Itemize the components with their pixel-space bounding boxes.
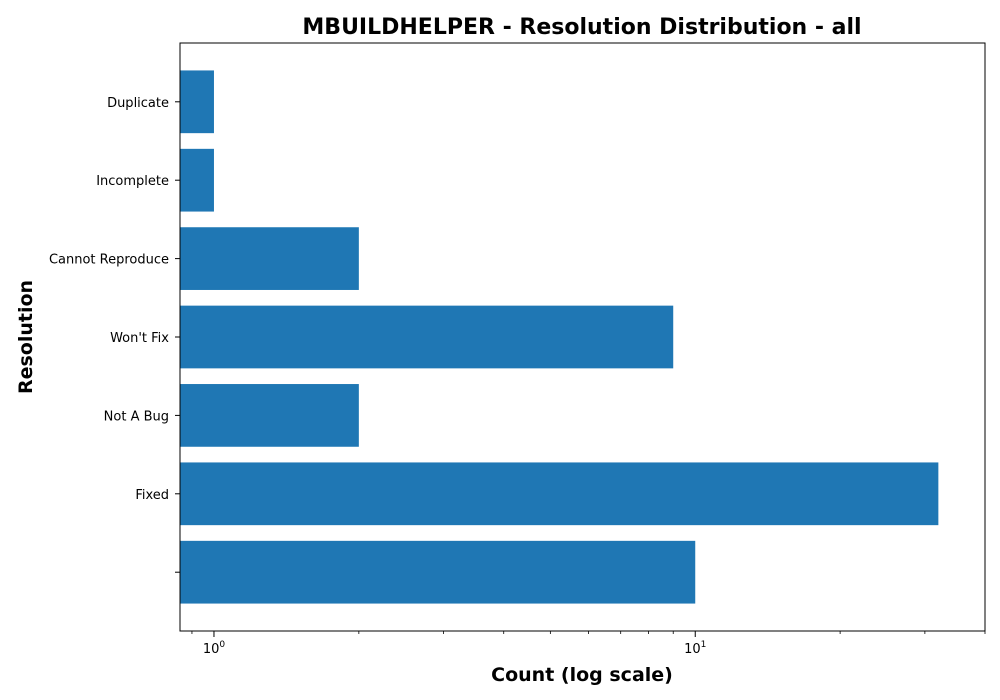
bar	[180, 70, 214, 134]
y-tick-label: Incomplete	[96, 174, 169, 189]
bars-group	[180, 70, 939, 604]
bar	[180, 384, 359, 447]
y-ticks-group: Fixed Not A Bug Won't Fix Cannot Reproduce I…	[49, 96, 180, 573]
plot-frame	[179, 42, 986, 632]
x-ticks-group: 100 101	[191, 631, 986, 657]
y-tick-label: Cannot Reproduce	[49, 253, 169, 268]
y-tick-label: Won't Fix	[110, 331, 169, 346]
x-tick-label: 101	[684, 640, 706, 657]
y-tick-label: Duplicate	[107, 96, 169, 111]
bar	[180, 540, 696, 604]
y-axis-label: Resolution	[15, 280, 37, 394]
bar	[180, 148, 214, 212]
x-axis-label: Count (log scale)	[491, 664, 673, 686]
x-tick-label: 100	[203, 640, 226, 657]
y-tick-label: Fixed	[135, 488, 169, 503]
bar	[180, 462, 939, 526]
chart-title: MBUILDHELPER - Resolution Distribution -…	[302, 15, 861, 40]
bar	[180, 305, 674, 369]
bar	[180, 227, 359, 290]
y-tick-label: Not A Bug	[104, 409, 169, 424]
